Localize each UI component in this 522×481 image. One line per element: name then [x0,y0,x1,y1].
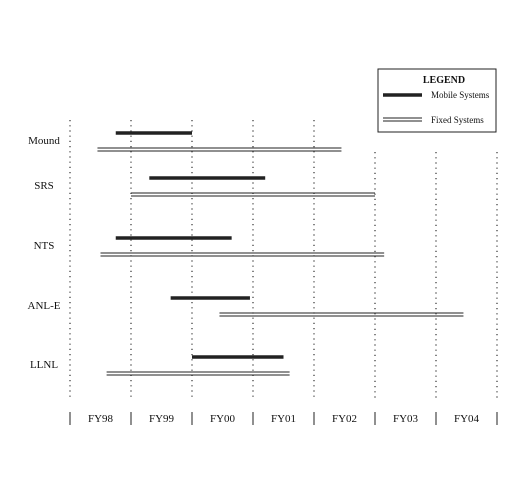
legend: LEGEND Mobile Systems Fixed Systems [377,68,497,133]
row-label: NTS [34,240,55,252]
x-tick-label: FY02 [332,413,357,425]
x-tick-label: FY00 [210,413,236,425]
x-tick-label: FY99 [149,413,175,425]
legend-mobile-label: Mobile Systems [431,90,490,100]
rows: Mound SRS NTS ANL-E LLNL [28,131,464,376]
legend-fixed-label: Fixed Systems [431,115,484,125]
x-axis: FY98 FY99 FY00 FY01 FY02 FY03 FY04 [69,412,498,425]
x-tick-label: FY03 [393,413,419,425]
row-label: Mound [28,135,60,147]
x-tick-label: FY98 [88,413,114,425]
row-label: ANL-E [28,300,61,312]
legend-title: LEGEND [423,75,465,86]
row-label: LLNL [30,359,58,371]
row-label: SRS [34,180,54,192]
x-tick-label: FY01 [271,413,296,425]
x-tick-label: FY04 [454,413,480,425]
